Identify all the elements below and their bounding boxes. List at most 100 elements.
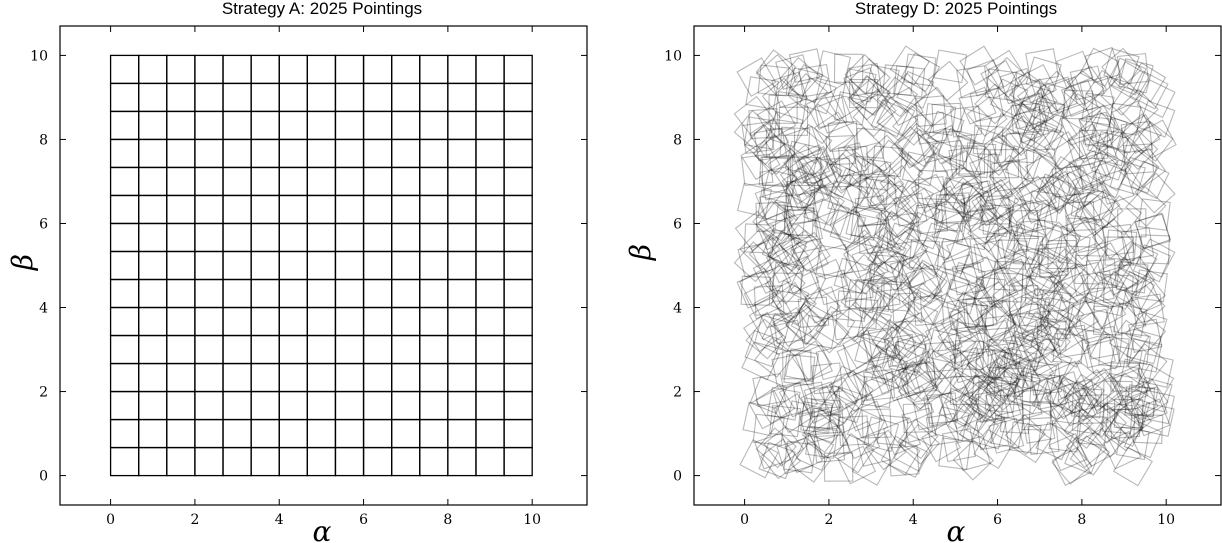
pointing-square	[1047, 162, 1088, 203]
pointing-square	[306, 362, 337, 393]
pointing-square	[803, 314, 838, 349]
pointing-square	[1112, 303, 1148, 338]
pointing-square	[362, 306, 393, 337]
pointing-square	[166, 166, 196, 197]
pointing-square	[901, 407, 937, 443]
pointing-square	[1117, 128, 1159, 170]
pointing-square	[761, 312, 801, 353]
pointing-square	[758, 156, 790, 188]
pointing-square	[391, 194, 421, 225]
pointing-square	[783, 353, 816, 386]
pointing-square	[907, 259, 948, 300]
pointing-square	[138, 54, 168, 85]
pointing-square	[278, 334, 308, 365]
pointing-square	[900, 300, 939, 339]
pointing-square	[931, 347, 964, 380]
pointing-square	[974, 340, 1016, 382]
pointing-square	[849, 58, 891, 100]
pointing-square	[815, 305, 856, 346]
pointing-square	[766, 386, 801, 421]
pointing-square	[1078, 394, 1109, 425]
pointing-square	[752, 413, 785, 446]
pointing-square	[1132, 398, 1171, 437]
pointing-square	[166, 334, 196, 365]
pointing-square	[950, 105, 983, 138]
pointing-square	[1100, 74, 1142, 116]
pointing-square	[278, 222, 308, 253]
pointing-square	[981, 204, 1013, 235]
pointing-square	[447, 222, 477, 253]
pointing-square	[964, 381, 1006, 423]
pointing-square	[894, 333, 931, 371]
pointing-square	[908, 201, 946, 239]
pointing-square	[362, 334, 393, 365]
pointing-square	[748, 389, 789, 430]
pointing-square	[769, 230, 808, 269]
pointing-square	[770, 281, 812, 323]
pointing-square	[194, 334, 224, 365]
axis-ticks-a: 0 2 4 6 8 10 0 2 4 6 8 10	[30, 26, 587, 528]
pointing-square	[741, 121, 775, 155]
pointing-square	[791, 123, 833, 165]
pointing-square	[753, 285, 785, 316]
pointing-square	[1057, 233, 1091, 267]
pointing-square	[852, 280, 893, 322]
pointing-square	[773, 204, 807, 237]
pointing-square	[898, 423, 940, 465]
pointing-square	[475, 166, 505, 197]
pointing-square	[1102, 404, 1144, 446]
pointing-square	[1045, 155, 1086, 197]
x-tick-label-a: 0	[106, 512, 115, 528]
pointing-square	[166, 110, 196, 141]
pointing-square	[951, 261, 986, 296]
pointing-square	[785, 304, 827, 346]
pointing-square	[1119, 380, 1159, 420]
pointing-square	[748, 233, 790, 275]
pointing-square	[1023, 110, 1065, 151]
pointing-square	[999, 403, 1031, 434]
pointing-square	[278, 390, 308, 421]
pointing-square	[849, 79, 879, 109]
pointing-square	[166, 418, 196, 449]
pointing-square	[1084, 46, 1122, 84]
pointing-square	[882, 152, 924, 194]
pointing-square	[109, 82, 140, 113]
pointing-square	[1108, 345, 1143, 380]
pointing-square	[750, 235, 789, 275]
pointing-square	[894, 311, 933, 351]
x-axis-label-a: α	[313, 515, 332, 543]
pointing-square	[876, 97, 916, 137]
pointing-square	[166, 222, 196, 253]
pointing-square	[1139, 402, 1175, 437]
pointing-square	[334, 250, 365, 281]
pointing-square	[278, 306, 308, 337]
pointing-square	[138, 334, 168, 365]
pointing-square	[391, 110, 421, 141]
pointing-square	[926, 329, 962, 365]
pointing-square	[927, 110, 965, 148]
pointing-square	[278, 54, 308, 85]
pointing-square	[894, 128, 935, 169]
pointing-square	[1091, 151, 1132, 192]
pointing-square	[391, 446, 421, 477]
pointing-square	[874, 210, 916, 251]
pointing-square	[810, 385, 842, 418]
x-tick-label-d: 4	[909, 512, 918, 528]
pointing-square	[897, 358, 937, 397]
pointing-square	[1038, 82, 1075, 119]
pointing-square	[936, 327, 977, 368]
pointing-square	[1002, 313, 1038, 348]
pointing-square	[1027, 287, 1064, 324]
pointing-square	[959, 45, 1000, 86]
pointing-square	[940, 192, 972, 224]
pointing-square	[1067, 311, 1109, 353]
pointing-square	[831, 210, 872, 250]
pointing-square	[1102, 430, 1142, 470]
pointing-square	[952, 439, 994, 481]
pointing-square	[736, 57, 777, 97]
pointing-square	[865, 64, 900, 99]
pointing-square	[222, 54, 252, 85]
pointing-square	[975, 265, 1016, 306]
pointing-square	[765, 244, 806, 284]
pointing-square	[1113, 398, 1144, 429]
